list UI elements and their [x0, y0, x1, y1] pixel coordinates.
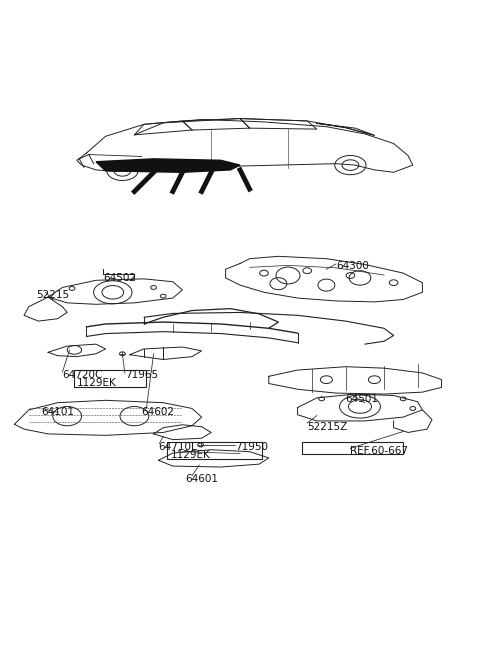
Text: REF.60-667: REF.60-667 [350, 446, 408, 456]
Text: 64602: 64602 [142, 407, 175, 417]
Text: 64101: 64101 [41, 407, 74, 417]
Text: 64501: 64501 [346, 394, 379, 404]
Text: 52215Z: 52215Z [307, 421, 348, 431]
Text: 64502: 64502 [103, 273, 136, 283]
Bar [167, 442, 262, 459]
Text: 64710L: 64710L [158, 442, 197, 452]
Bar [74, 370, 146, 387]
Text: 1129EK: 1129EK [170, 450, 210, 460]
Text: 64720C: 64720C [62, 370, 103, 380]
Text: 71965: 71965 [125, 370, 158, 380]
Text: 1129EK: 1129EK [77, 378, 117, 389]
Polygon shape [96, 159, 240, 172]
Text: 52215: 52215 [36, 290, 69, 300]
Text: 71950: 71950 [235, 442, 268, 452]
Text: 64300: 64300 [336, 261, 369, 271]
Text: 64601: 64601 [185, 474, 218, 484]
Bar [302, 442, 403, 454]
